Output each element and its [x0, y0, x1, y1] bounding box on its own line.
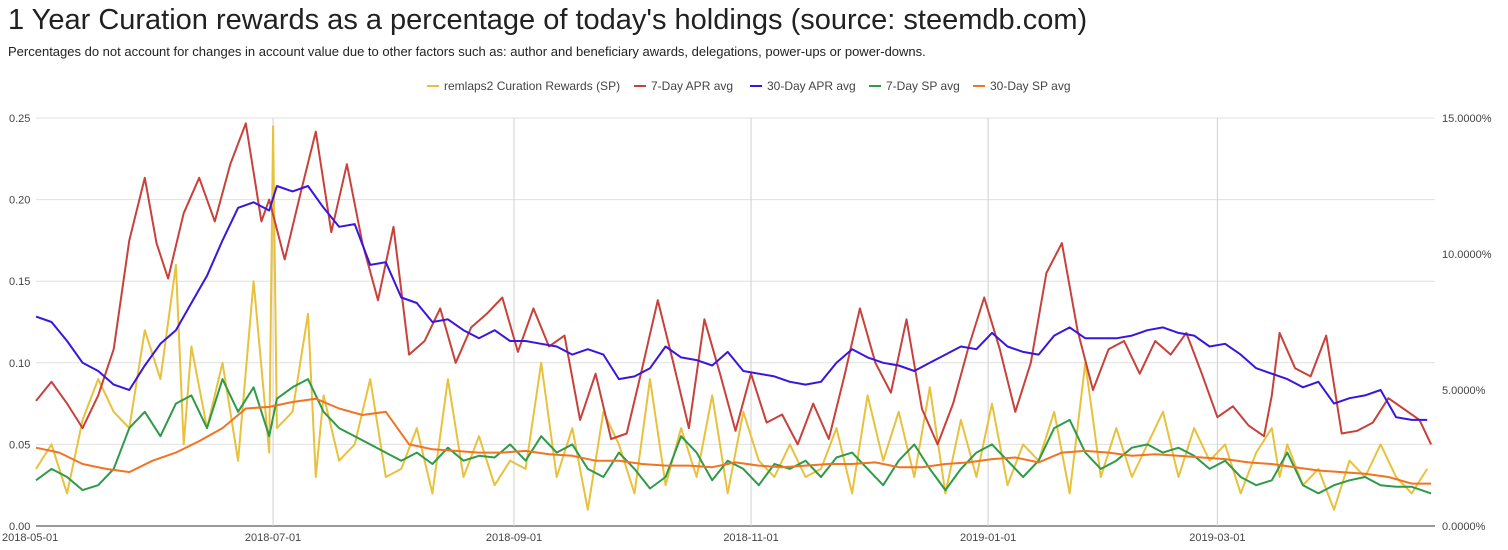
y-right-tick-label: 5.0000%: [1442, 385, 1486, 397]
y-left-tick-label: 0.05: [9, 439, 30, 451]
y-left-tick-label: 0.00: [9, 521, 30, 533]
legend-label: 7-Day APR avg: [651, 79, 733, 93]
x-tick-label: 2019-03-01: [1189, 532, 1245, 544]
series-line-7-day-sp-avg: [35, 378, 1432, 495]
legend: remlaps2 Curation Rewards (SP) 7-Day APR …: [427, 79, 1071, 93]
legend-label: 30-Day APR avg: [767, 79, 856, 93]
y-left-tick-label: 0.10: [9, 358, 30, 370]
y-left-tick-label: 0.15: [9, 276, 30, 288]
y-left-tick-label: 0.25: [9, 113, 30, 125]
plot-area: [35, 122, 1433, 511]
series-line-7-day-apr-avg: [35, 122, 1433, 446]
grid-lines: [36, 117, 1435, 527]
y-left-tick-label: 0.20: [9, 195, 30, 207]
x-tick-label: 2018-09-01: [486, 532, 542, 544]
legend-label: 30-Day SP avg: [990, 79, 1071, 93]
y-right-tick-label: 0.0000%: [1442, 521, 1486, 533]
x-tick-label: 2018-07-01: [245, 532, 301, 544]
x-tick-label: 2018-11-01: [723, 532, 778, 544]
legend-label: remlaps2 Curation Rewards (SP): [444, 79, 620, 93]
axes: 0.00 0.05 0.10 0.15 0.20 0.25 0.0000% 5.0000% 10…: [2, 113, 1492, 544]
chart-subtitle: Percentages do not account for changes i…: [8, 44, 926, 59]
chart-title: 1 Year Curation rewards as a percentage …: [8, 4, 1088, 36]
series-line-30-day-sp-avg: [35, 397, 1432, 485]
series-line-30-day-apr-avg: [35, 185, 1428, 421]
x-tick-label: 2018-05-01: [2, 532, 58, 544]
y-right-tick-label: 15.0000%: [1442, 113, 1492, 125]
x-tick-label: 2019-01-01: [960, 532, 1016, 544]
y-right-tick-label: 10.0000%: [1442, 249, 1492, 261]
series-line-remlaps2-curation-rewards-sp-: [35, 125, 1429, 511]
legend-label: 7-Day SP avg: [886, 79, 960, 93]
